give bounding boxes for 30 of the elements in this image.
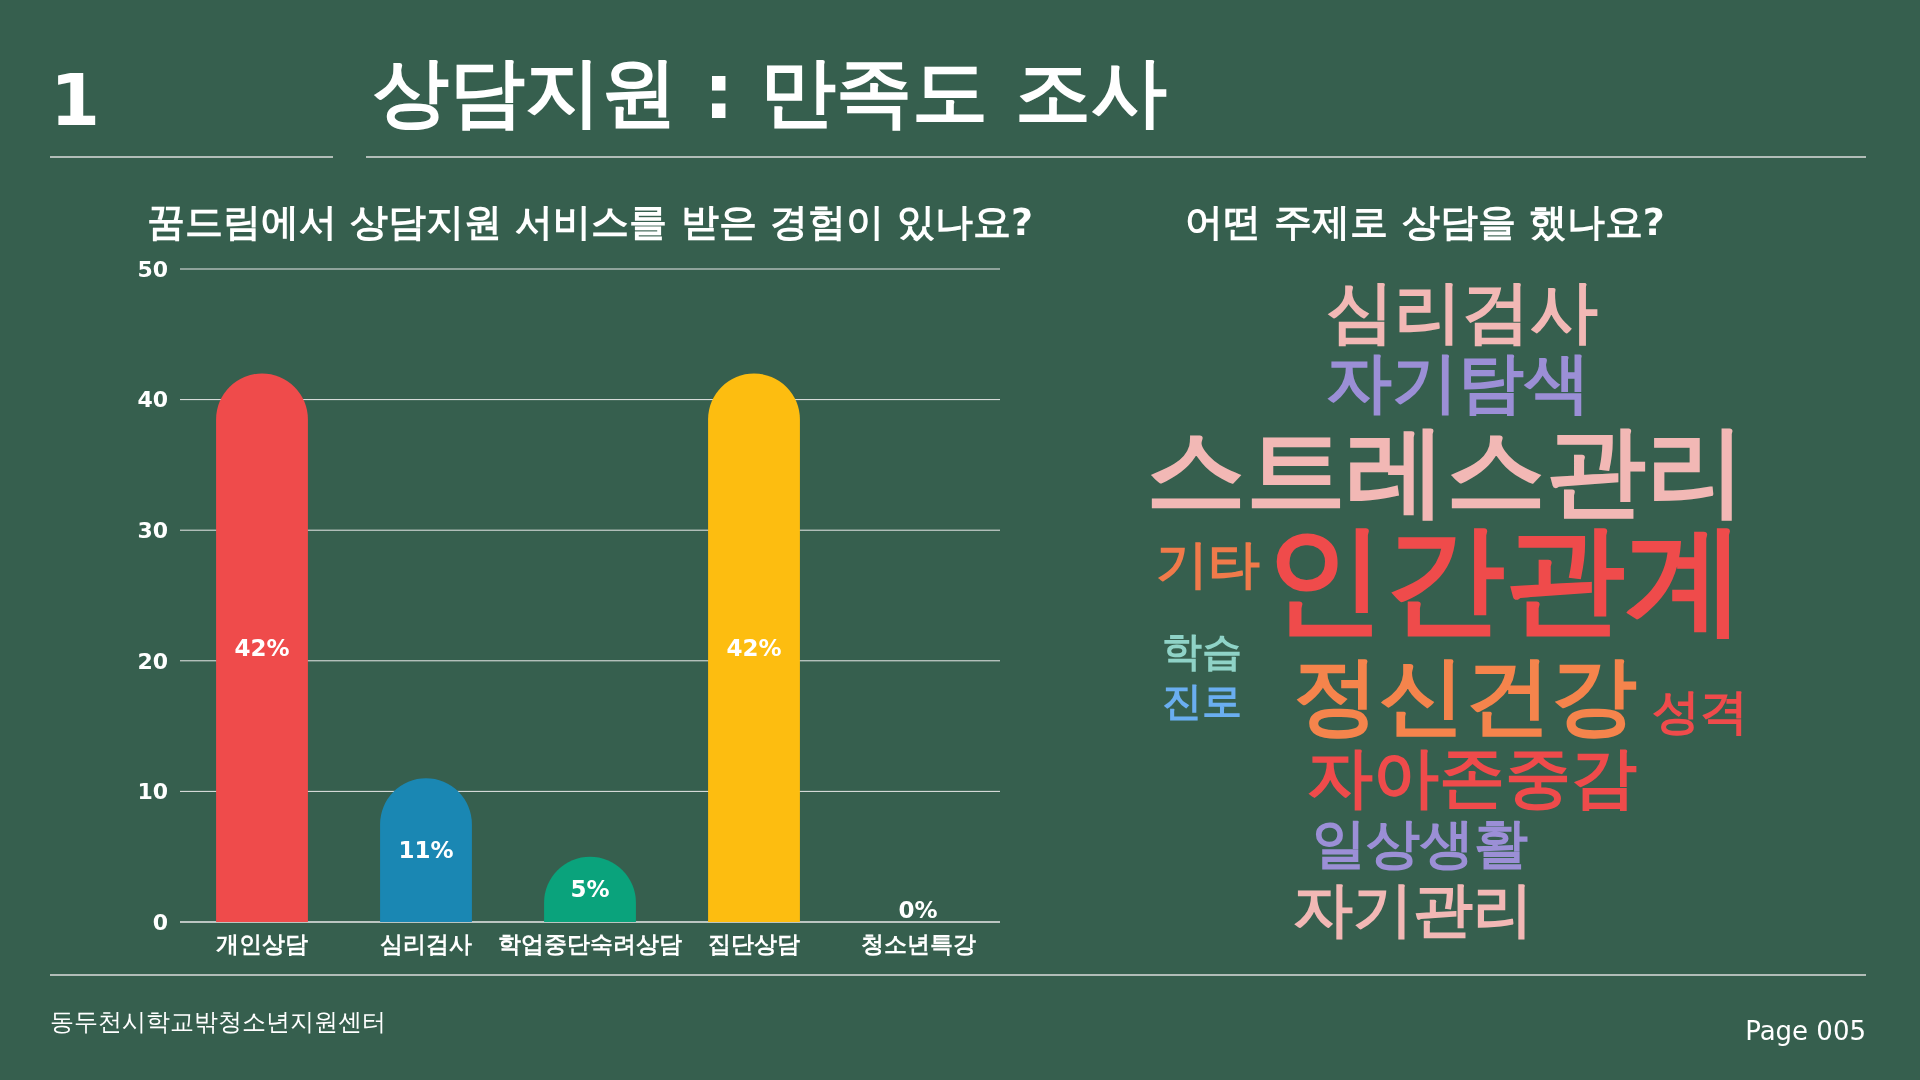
x-tick-label: 심리검사	[380, 931, 472, 957]
bar	[216, 373, 308, 922]
text: 성격	[1652, 683, 1748, 739]
x-tick-label: 집단상담	[708, 931, 800, 957]
x-tick-label: 청소년특강	[860, 931, 976, 957]
data-label: 42%	[726, 634, 782, 661]
text: 동두천시학교밖청소년지원센터	[50, 1008, 386, 1036]
y-tick-label: 0	[152, 909, 168, 935]
text: Page 005	[1745, 1016, 1866, 1046]
y-tick-label: 10	[137, 779, 168, 805]
x-tick-label: 개인상담	[216, 931, 308, 957]
data-label: 0%	[898, 897, 938, 924]
data-label: 5%	[570, 876, 610, 903]
text: 기타	[1156, 534, 1260, 594]
text: 1	[50, 58, 101, 142]
y-tick-label: 20	[137, 648, 168, 674]
bar	[380, 778, 472, 922]
x-tick-label: 학업중단숙려상담	[498, 931, 682, 957]
text: 학습	[1162, 628, 1242, 674]
data-label: 42%	[234, 634, 290, 661]
chart-title: 꿈드림에서 상담지원 서비스를 받은 경험이 있나요?	[146, 200, 1034, 244]
text: 어떤 주제로 상담을 했나요?	[1185, 200, 1665, 244]
text: 진로	[1162, 678, 1242, 724]
y-tick-label: 40	[137, 387, 168, 413]
text: 자기관리	[1293, 874, 1533, 944]
text: 상담지원 : 만족도 조사	[373, 47, 1167, 136]
data-label: 11%	[398, 837, 454, 864]
y-tick-label: 50	[137, 256, 168, 282]
bar	[708, 373, 800, 922]
y-tick-label: 30	[137, 517, 168, 543]
